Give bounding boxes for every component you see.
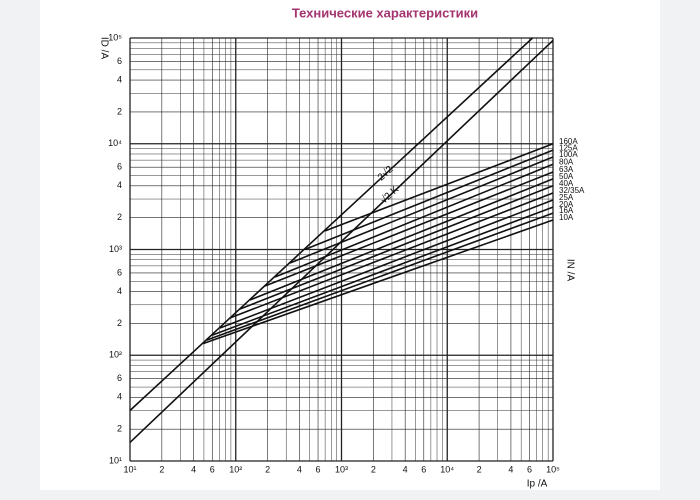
y-tick-label: 6 bbox=[117, 56, 122, 66]
x-tick-label: 10² bbox=[229, 464, 242, 474]
x-tick-label: 6 bbox=[316, 464, 321, 474]
diagonal-line bbox=[129, 37, 534, 412]
fuse-line bbox=[274, 163, 554, 278]
fuse-line bbox=[239, 185, 554, 310]
x-tick-label: 10³ bbox=[335, 464, 348, 474]
fuse-line bbox=[289, 156, 554, 264]
x-tick-label: 4 bbox=[191, 464, 196, 474]
y-tick-label: 10⁴ bbox=[108, 138, 122, 148]
fuse-line bbox=[202, 219, 554, 345]
x-tick-label: 6 bbox=[210, 464, 215, 474]
series-label: 16A bbox=[559, 206, 574, 215]
fuse-line bbox=[212, 206, 554, 336]
series-label: 25A bbox=[559, 193, 574, 202]
y-tick-label: 6 bbox=[117, 162, 122, 172]
x-tick-label: 10⁵ bbox=[546, 464, 560, 474]
y-axis-label: ID /A bbox=[98, 37, 109, 60]
y-tick-label: 10¹ bbox=[109, 455, 122, 465]
fuse-line bbox=[264, 171, 554, 287]
y-tick-label: 2 bbox=[117, 424, 122, 434]
series-label: 63A bbox=[559, 165, 574, 174]
fuse-line bbox=[249, 178, 554, 301]
series-label: 32/35A bbox=[559, 186, 585, 195]
y-tick-label: 4 bbox=[117, 392, 122, 402]
fuse-line bbox=[304, 149, 554, 251]
fuse-line bbox=[219, 199, 554, 329]
y-tick-label: 6 bbox=[117, 373, 122, 383]
series-label: 20A bbox=[559, 200, 574, 209]
series-label: 80A bbox=[559, 157, 574, 166]
y-tick-label: 10⁵ bbox=[108, 32, 122, 42]
y-tick-label: 2 bbox=[117, 318, 122, 328]
panel bbox=[40, 0, 660, 490]
x-tick-label: 10⁴ bbox=[440, 464, 454, 474]
y-tick-label: 2 bbox=[117, 106, 122, 116]
x-tick-label: 4 bbox=[403, 464, 408, 474]
x-tick-label: 2 bbox=[371, 464, 376, 474]
y-tick-label: 2 bbox=[117, 212, 122, 222]
chart-title: Технические характеристики bbox=[292, 5, 478, 20]
x-tick-label: 2 bbox=[159, 464, 164, 474]
y-tick-label: 4 bbox=[117, 74, 122, 84]
series-label: 10A bbox=[559, 213, 574, 222]
x-tick-label: 2 bbox=[477, 464, 482, 474]
y-tick-label: 4 bbox=[117, 180, 122, 190]
fuse-line bbox=[229, 192, 554, 319]
x-tick-label: 6 bbox=[527, 464, 532, 474]
series-label: 100A bbox=[559, 150, 578, 159]
series-label: 50A bbox=[559, 172, 574, 181]
fuse-line bbox=[206, 212, 554, 341]
x-tick-label: 4 bbox=[297, 464, 302, 474]
y-tick-label: 6 bbox=[117, 267, 122, 277]
series-label: 125A bbox=[559, 143, 578, 152]
right-label: IN /A bbox=[564, 259, 575, 282]
fuse-line bbox=[324, 143, 554, 232]
y-tick-label: 10² bbox=[109, 350, 122, 360]
series-label: 40A bbox=[559, 179, 574, 188]
x-axis-label: Ip /A bbox=[527, 479, 548, 490]
y-tick-label: 4 bbox=[117, 286, 122, 296]
x-tick-label: 4 bbox=[508, 464, 513, 474]
x-tick-label: 10¹ bbox=[123, 464, 136, 474]
x-tick-label: 2 bbox=[265, 464, 270, 474]
series-label: 160A bbox=[559, 137, 578, 146]
y-tick-label: 10³ bbox=[109, 244, 122, 254]
x-tick-label: 6 bbox=[421, 464, 426, 474]
